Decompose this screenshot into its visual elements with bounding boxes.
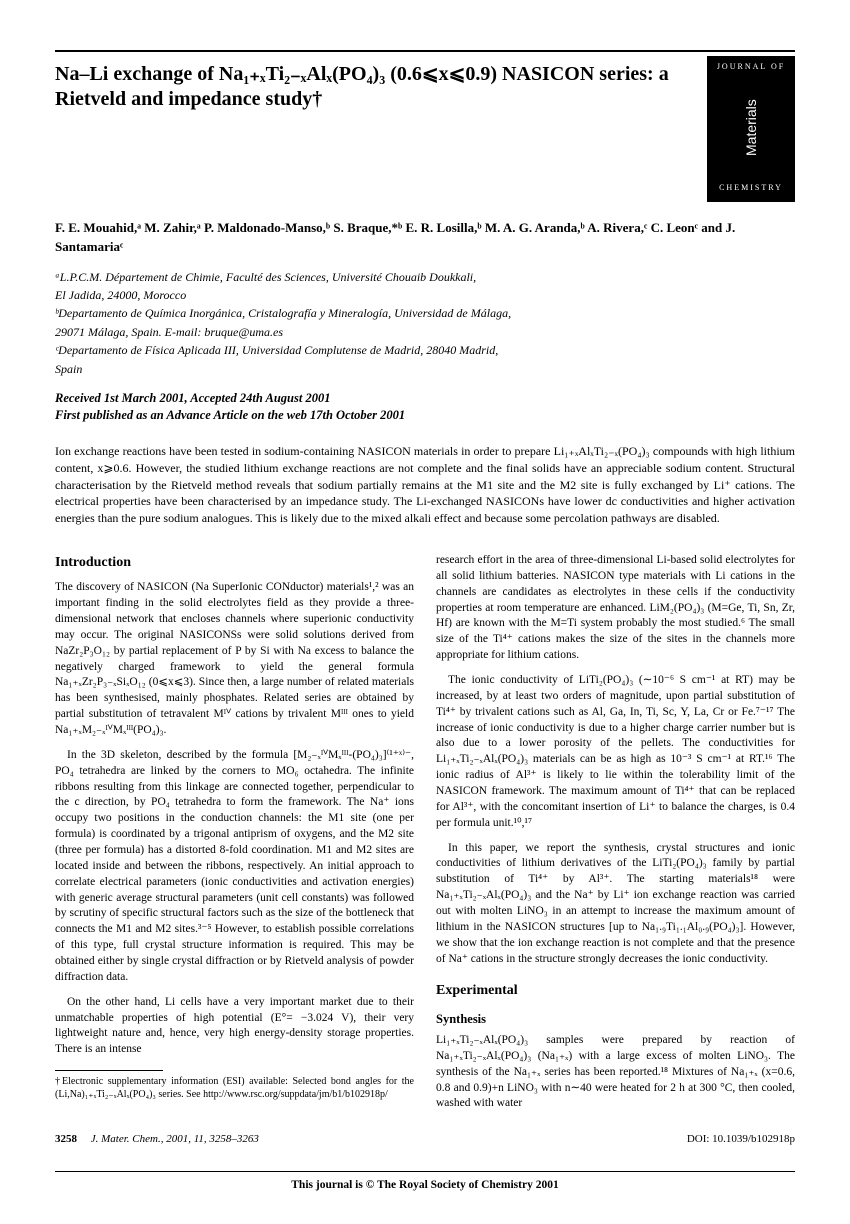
intro-para-5: The ionic conductivity of LiTi₂(PO₄)₃ (∼… bbox=[436, 673, 795, 832]
intro-para-4: research effort in the area of three-dim… bbox=[436, 553, 795, 664]
footnote-rule bbox=[55, 1070, 163, 1071]
intro-para-3: On the other hand, Li cells have a very … bbox=[55, 995, 414, 1058]
aff-c1: ᶜDepartamento de Física Aplicada III, Un… bbox=[55, 342, 795, 359]
journal-badge: JOURNAL OF Materials CHEMISTRY bbox=[707, 56, 795, 202]
header-row: Na–Li exchange of Na₁₊ₓTi₂₋ₓAlₓ(PO₄)₃ (0… bbox=[55, 56, 795, 202]
top-rule bbox=[55, 50, 795, 52]
abstract: Ion exchange reactions have been tested … bbox=[55, 443, 795, 527]
intro-para-1: The discovery of NASICON (Na SuperIonic … bbox=[55, 580, 414, 739]
published-date: First published as an Advance Article on… bbox=[55, 407, 795, 425]
journal-citation: J. Mater. Chem., 2001, 11, 3258–3263 bbox=[91, 1133, 259, 1145]
section-introduction: Introduction bbox=[55, 553, 414, 572]
copyright: This journal is © The Royal Society of C… bbox=[55, 1178, 795, 1194]
authors-list: F. E. Mouahid,ᵃ M. Zahir,ᵃ P. Maldonado-… bbox=[55, 218, 795, 257]
affiliations: ᵃL.P.C.M. Département de Chimie, Faculté… bbox=[55, 269, 795, 378]
badge-main: Materials bbox=[742, 83, 761, 173]
intro-para-6: In this paper, we report the synthesis, … bbox=[436, 841, 795, 968]
aff-b1: ᵇDepartamento de Química Inorgánica, Cri… bbox=[55, 305, 795, 322]
aff-a2: El Jadida, 24000, Morocco bbox=[55, 287, 795, 304]
aff-b2: 29071 Málaga, Spain. E-mail: bruque@uma.… bbox=[55, 324, 795, 341]
doi: DOI: 10.1039/b102918p bbox=[687, 1132, 795, 1147]
footnote-esi: †Electronic supplementary information (E… bbox=[55, 1075, 414, 1101]
synth-para-1: Li₁₊ₓTi₂₋ₓAlₓ(PO₄)₃ samples were prepare… bbox=[436, 1033, 795, 1112]
intro-para-2: In the 3D skeleton, described by the for… bbox=[55, 748, 414, 986]
article-title: Na–Li exchange of Na₁₊ₓTi₂₋ₓAlₓ(PO₄)₃ (0… bbox=[55, 62, 687, 112]
aff-a1: ᵃL.P.C.M. Département de Chimie, Faculté… bbox=[55, 269, 795, 286]
bottom-rule bbox=[55, 1171, 795, 1172]
aff-c2: Spain bbox=[55, 361, 795, 378]
section-experimental: Experimental bbox=[436, 981, 795, 1000]
body-columns: Introduction The discovery of NASICON (N… bbox=[55, 553, 795, 1112]
page-number: 3258 bbox=[55, 1133, 77, 1145]
received-date: Received 1st March 2001, Accepted 24th A… bbox=[55, 390, 795, 408]
title-block: Na–Li exchange of Na₁₊ₓTi₂₋ₓAlₓ(PO₄)₃ (0… bbox=[55, 56, 687, 202]
badge-top: JOURNAL OF bbox=[707, 60, 795, 77]
subsection-synthesis: Synthesis bbox=[436, 1011, 795, 1028]
page-footer: 3258 J. Mater. Chem., 2001, 11, 3258–326… bbox=[55, 1132, 795, 1147]
publication-dates: Received 1st March 2001, Accepted 24th A… bbox=[55, 390, 795, 425]
badge-bottom: CHEMISTRY bbox=[707, 179, 795, 194]
